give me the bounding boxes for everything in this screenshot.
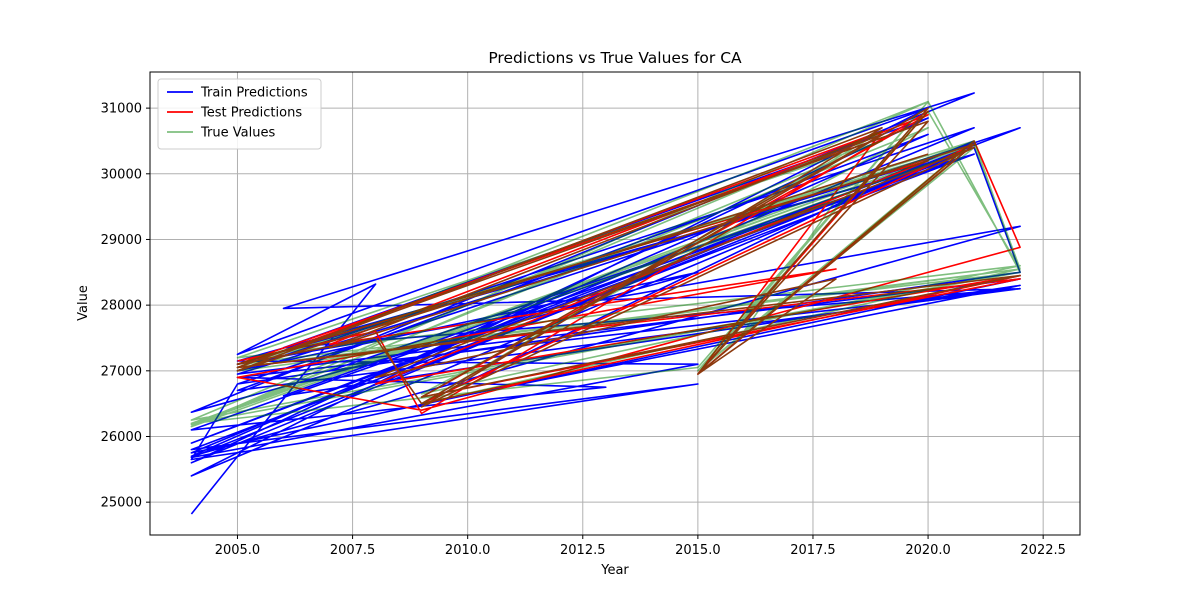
y-tick-label: 25000 — [101, 496, 142, 511]
plot-frame — [149, 71, 1081, 536]
legend-box — [157, 78, 322, 150]
chart-title: Predictions vs True Values for CA — [488, 49, 742, 67]
y-axis: 25000 26000 27000 28000 29000 30000 31000 — [101, 102, 150, 511]
series-line-train-predictions — [190, 92, 1021, 515]
legend-entry-label: Test Predictions — [200, 106, 302, 121]
x-axis-title: Year — [600, 563, 629, 578]
x-axis: 2005.0 2007.5 2010.0 2012.5 2015.0 2017.5 2020… — [215, 535, 1066, 558]
x-tick-label: 2012.5 — [560, 543, 606, 558]
y-tick-label: 27000 — [101, 364, 142, 379]
y-tick-label: 26000 — [101, 430, 142, 445]
x-tick-label: 2022.5 — [1020, 543, 1066, 558]
series-line-overlay-3 — [236, 107, 1021, 408]
legend-entry-label: Train Predictions — [200, 86, 308, 101]
x-tick-label: 2020.0 — [905, 543, 951, 558]
y-axis-title: Value — [76, 285, 91, 321]
series-line-true-values — [190, 100, 1021, 428]
y-tick-label: 31000 — [101, 102, 142, 117]
legend-entry-label: True Values — [200, 126, 275, 141]
series-layer — [190, 92, 1021, 515]
y-tick-label: 30000 — [101, 167, 142, 182]
x-tick-label: 2005.0 — [215, 543, 261, 558]
y-tick-label: 29000 — [101, 233, 142, 248]
x-tick-label: 2010.0 — [445, 543, 491, 558]
y-tick-label: 28000 — [101, 299, 142, 314]
legend: Train Predictions Test Predictions True Va… — [157, 78, 322, 150]
x-tick-label: 2017.5 — [790, 543, 836, 558]
x-tick-label: 2007.5 — [330, 543, 376, 558]
x-tick-label: 2015.0 — [675, 543, 721, 558]
